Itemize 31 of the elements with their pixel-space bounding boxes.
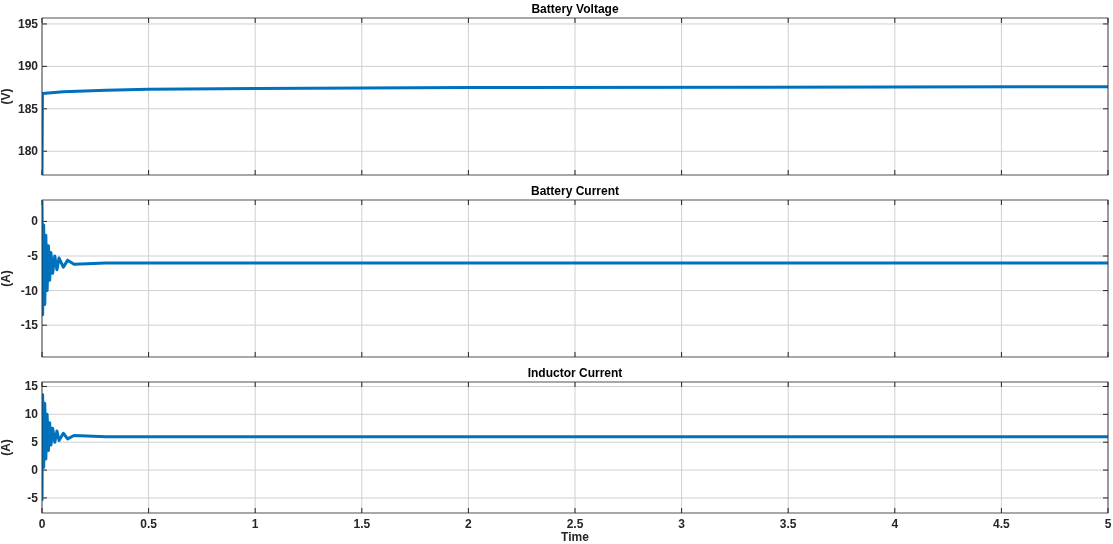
y-tick-label: 15 (24, 379, 39, 394)
y-tick-label: 0 (31, 214, 39, 229)
y-tick-label: 190 (17, 59, 39, 74)
chart-title: Inductor Current (527, 366, 623, 380)
y-tick-label: 0 (31, 463, 39, 478)
y-tick-label: -5 (27, 249, 39, 264)
y-tick-label: 5 (31, 435, 39, 450)
y-tick-label: 195 (17, 16, 39, 31)
y-tick-label: -5 (27, 490, 39, 505)
x-tick-label: 2 (465, 517, 473, 531)
x-tick-label: 0.5 (140, 517, 158, 531)
x-axis-title: Time (561, 530, 590, 544)
y-axis-title: (V) (0, 88, 13, 105)
line-series (42, 85, 1108, 175)
x-tick-label: 4.5 (993, 517, 1011, 531)
y-tick-label: 185 (17, 101, 39, 116)
x-tick-label: 5 (1104, 517, 1112, 531)
chart-title: Battery Current (530, 184, 620, 198)
x-tick-label: 1.5 (353, 517, 371, 531)
y-tick-label: -10 (20, 283, 39, 298)
y-axis-title: (A) (0, 439, 13, 456)
x-tick-label: 3 (678, 517, 686, 531)
y-tick-label: 10 (24, 407, 39, 422)
x-tick-label: 4 (891, 517, 899, 531)
y-axis-title: (A) (0, 270, 13, 287)
x-tick-label: 2.5 (566, 517, 584, 531)
x-tick-label: 3.5 (779, 517, 797, 531)
x-tick-label: 1 (251, 517, 259, 531)
chart-title: Battery Voltage (531, 2, 619, 16)
y-tick-label: -15 (20, 318, 39, 333)
y-tick-label: 180 (17, 144, 39, 159)
